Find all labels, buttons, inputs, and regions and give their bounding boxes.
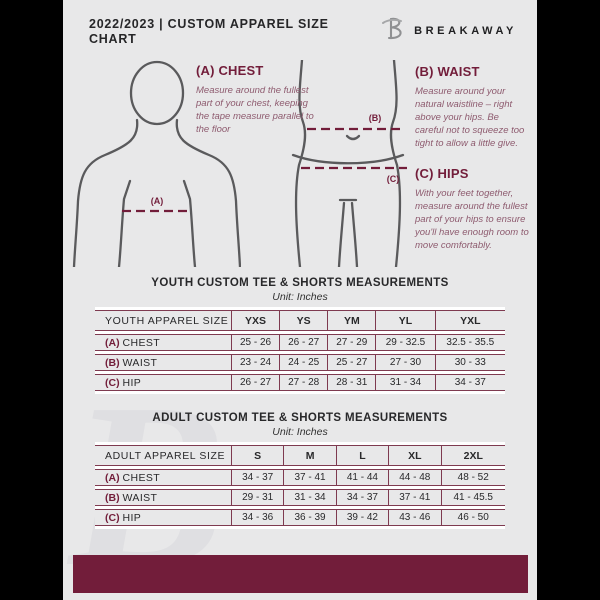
chest-instructions-body: Measure around the fullest part of your … [196,85,314,136]
youth-table-heading: YOUTH CUSTOM TEE & SHORTS MEASUREMENTS U… [63,277,537,303]
chest-instructions: (A) CHEST Measure around the fullest par… [196,63,314,136]
youth-hip-yl: 31 - 34 [375,374,435,391]
waist-marker-label: (B) [369,113,382,123]
youth-chest-yxs: 25 - 26 [231,334,280,351]
brand-lockup: BREAKAWAY [381,15,517,46]
adult-waist-s: 29 - 31 [231,489,284,506]
table-row: (A) CHEST 34 - 37 37 - 41 41 - 44 44 - 4… [95,469,505,486]
table-row: (B) WAIST 29 - 31 31 - 34 34 - 37 37 - 4… [95,489,505,506]
youth-waist-ys: 24 - 25 [279,354,328,371]
youth-table-title: YOUTH CUSTOM TEE & SHORTS MEASUREMENTS [151,277,449,289]
row-label: WAIST [122,491,158,504]
youth-hip-yxs: 26 - 27 [231,374,280,391]
adult-col-l: L [335,445,389,466]
youth-waist-label: (B) WAIST [95,354,231,371]
adult-table-title: ADULT CUSTOM TEE & SHORTS MEASUREMENTS [152,412,448,424]
adult-chest-label: (A) CHEST [95,469,231,486]
row-label: HIP [122,511,142,524]
youth-waist-yl: 27 - 30 [375,354,435,371]
adult-col-2xl: 2XL [440,445,505,466]
adult-chest-l: 41 - 44 [335,469,389,486]
hips-marker-label: (C) [387,174,400,184]
youth-hip-label: (C) HIP [95,374,231,391]
youth-chest-yl: 29 - 32.5 [375,334,435,351]
row-key: (A) [105,471,120,484]
row-key: (C) [105,511,120,524]
lower-body-diagram: (B) (C) [283,60,413,267]
adult-hip-l: 39 - 42 [335,509,389,526]
adult-waist-2xl: 41 - 45.5 [440,489,505,506]
youth-waist-yxs: 23 - 24 [231,354,280,371]
youth-chest-yxl: 32.5 - 35.5 [434,334,505,351]
adult-chest-s: 34 - 37 [231,469,284,486]
youth-hip-ys: 27 - 28 [279,374,328,391]
adult-hip-m: 36 - 39 [283,509,336,526]
youth-col-yl: YL [375,310,435,331]
header: 2022/2023 | CUSTOM APPAREL SIZE CHART BR… [89,15,517,46]
brand-name: BREAKAWAY [414,24,517,37]
chest-instructions-title: (A) CHEST [196,63,264,78]
adult-chest-2xl: 48 - 52 [440,469,505,486]
youth-col-size: YOUTH APPAREL SIZE [95,310,231,331]
adult-col-xl: XL [388,445,441,466]
youth-hip-yxl: 34 - 37 [434,374,505,391]
adult-hip-2xl: 46 - 50 [440,509,505,526]
youth-chest-label: (A) CHEST [95,334,231,351]
youth-waist-yxl: 30 - 33 [434,354,505,371]
adult-size-table: ADULT APPAREL SIZE S M L XL 2XL (A) CHES… [95,442,505,529]
youth-hip-ym: 28 - 31 [327,374,376,391]
row-key: (C) [105,376,120,389]
page-title: 2022/2023 | CUSTOM APPAREL SIZE CHART [89,15,329,46]
adult-col-s: S [231,445,284,466]
row-label: CHEST [122,471,161,484]
adult-hip-s: 34 - 36 [231,509,284,526]
youth-col-yxl: YXL [434,310,505,331]
adult-table-unit: Unit: Inches [272,426,328,438]
row-key: (B) [105,491,120,504]
table-row: (C) HIP 26 - 27 27 - 28 28 - 31 31 - 34 … [95,374,505,391]
adult-header-row: ADULT APPAREL SIZE S M L XL 2XL [95,445,505,466]
breakaway-b-logo-icon [381,15,407,46]
table-row: (B) WAIST 23 - 24 24 - 25 25 - 27 27 - 3… [95,354,505,371]
adult-chest-m: 37 - 41 [283,469,336,486]
row-key: (B) [105,356,120,369]
adult-col-size: ADULT APPAREL SIZE [95,445,231,466]
hips-instructions-body: With your feet together, measure around … [415,188,529,252]
youth-col-yxs: YXS [231,310,280,331]
youth-waist-ym: 25 - 27 [327,354,376,371]
adult-waist-l: 34 - 37 [335,489,389,506]
adult-waist-label: (B) WAIST [95,489,231,506]
adult-col-m: M [283,445,336,466]
adult-table-heading: ADULT CUSTOM TEE & SHORTS MEASUREMENTS U… [63,412,537,438]
hips-instructions: (C) HIPS With your feet together, measur… [415,166,533,253]
adult-chest-xl: 44 - 48 [388,469,441,486]
table-row: (A) CHEST 25 - 26 26 - 27 27 - 29 29 - 3… [95,334,505,351]
youth-col-ys: YS [279,310,328,331]
row-label: CHEST [122,336,161,349]
youth-chest-ym: 27 - 29 [327,334,376,351]
adult-hip-xl: 43 - 46 [388,509,441,526]
row-label: HIP [122,376,142,389]
waist-instructions: (B) WAIST Measure around your natural wa… [415,64,529,151]
document: B 2022/2023 | CUSTOM APPAREL SIZE CHART … [63,0,537,600]
youth-size-table: YOUTH APPAREL SIZE YXS YS YM YL YXL (A) … [95,307,505,394]
hips-instructions-title: (C) HIPS [415,166,469,181]
youth-header-row: YOUTH APPAREL SIZE YXS YS YM YL YXL [95,310,505,331]
table-row: (C) HIP 34 - 36 36 - 39 39 - 42 43 - 46 … [95,509,505,526]
adult-hip-label: (C) HIP [95,509,231,526]
chest-marker-label: (A) [151,196,164,206]
row-label: WAIST [122,356,158,369]
waist-instructions-body: Measure around your natural waistline – … [415,86,525,150]
youth-table-unit: Unit: Inches [272,291,328,303]
waist-instructions-title: (B) WAIST [415,64,480,79]
youth-chest-ys: 26 - 27 [279,334,328,351]
torso-diagram: (A) [71,60,241,267]
row-key: (A) [105,336,120,349]
adult-waist-m: 31 - 34 [283,489,336,506]
footer-bar [73,555,528,593]
adult-waist-xl: 37 - 41 [388,489,441,506]
youth-col-ym: YM [327,310,376,331]
